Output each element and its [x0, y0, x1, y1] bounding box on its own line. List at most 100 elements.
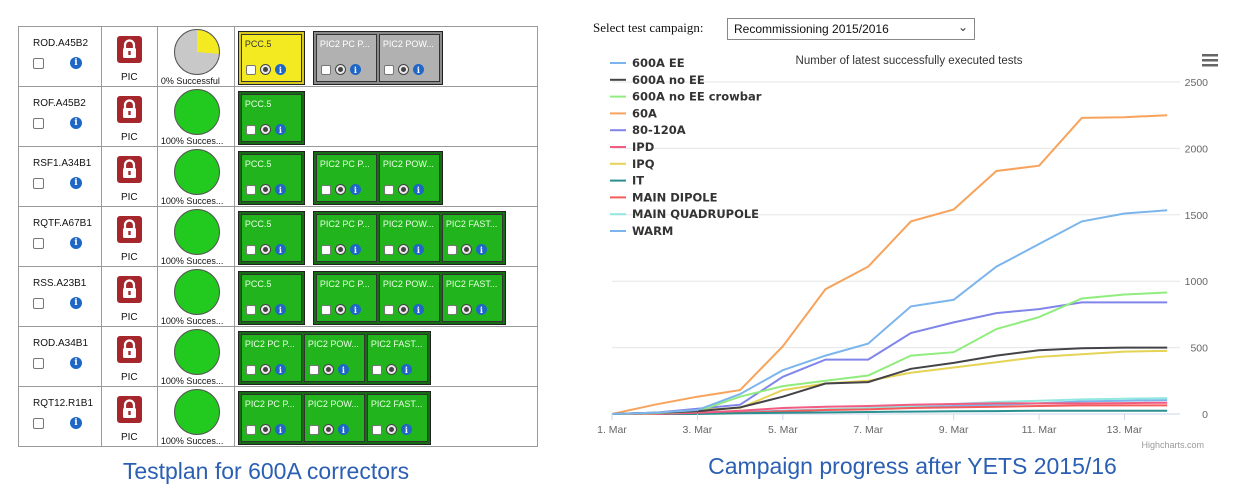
info-icon[interactable]: i: [400, 424, 412, 435]
info-icon[interactable]: i: [349, 304, 361, 315]
test-box[interactable]: PIC2 FAST... i: [366, 334, 428, 382]
info-icon[interactable]: i: [412, 304, 424, 315]
info-icon[interactable]: i: [274, 184, 286, 195]
circuit-checkbox[interactable]: [33, 417, 44, 429]
info-icon[interactable]: i: [70, 57, 82, 69]
test-checkbox[interactable]: [245, 244, 256, 255]
info-icon[interactable]: i: [274, 424, 286, 435]
test-box[interactable]: PIC2 FAST... i: [366, 394, 428, 442]
test-box[interactable]: PIC2 POW... i: [303, 334, 365, 382]
hamburger-menu-icon[interactable]: [1202, 54, 1218, 67]
info-icon[interactable]: i: [70, 117, 82, 129]
test-checkbox[interactable]: [320, 184, 331, 195]
info-icon[interactable]: i: [70, 357, 82, 369]
circuit-checkbox[interactable]: [33, 117, 44, 129]
test-box[interactable]: PCC.5 i: [240, 274, 302, 322]
lock-icon[interactable]: [116, 216, 142, 243]
legend-item[interactable]: MAIN DIPOLE: [610, 190, 718, 204]
test-box[interactable]: PIC2 PC P... i: [240, 394, 302, 442]
series-line-600a-no-ee-crowbar[interactable]: [611, 291, 1168, 415]
legend-item[interactable]: 80-120A: [610, 123, 686, 137]
test-box[interactable]: PIC2 PC P... i: [315, 154, 377, 202]
test-checkbox[interactable]: [308, 364, 319, 375]
test-box[interactable]: PIC2 POW... i: [303, 394, 365, 442]
circuit-checkbox[interactable]: [33, 237, 44, 249]
legend-item[interactable]: IPQ: [610, 157, 655, 171]
info-icon[interactable]: i: [70, 177, 82, 189]
legend-item[interactable]: 600A EE: [610, 56, 685, 70]
info-icon[interactable]: i: [70, 237, 82, 249]
info-icon[interactable]: i: [475, 244, 487, 255]
info-icon[interactable]: i: [274, 124, 286, 135]
gear-icon[interactable]: [322, 424, 334, 435]
legend-item[interactable]: 600A no EE crowbar: [610, 90, 762, 104]
gear-icon[interactable]: [397, 304, 409, 315]
info-icon[interactable]: i: [412, 64, 424, 75]
legend-item[interactable]: 600A no EE: [610, 73, 705, 87]
gear-icon[interactable]: [397, 184, 409, 195]
chart-credit[interactable]: Highcharts.com: [1141, 440, 1204, 450]
test-box[interactable]: PIC2 PC P... i: [240, 334, 302, 382]
test-box[interactable]: PIC2 POW... i: [378, 154, 440, 202]
gear-icon[interactable]: [334, 64, 346, 75]
info-icon[interactable]: i: [70, 417, 82, 429]
test-checkbox[interactable]: [245, 124, 256, 135]
test-box[interactable]: PIC2 PC P... i: [315, 34, 377, 82]
test-checkbox[interactable]: [383, 244, 394, 255]
info-icon[interactable]: i: [337, 364, 349, 375]
test-checkbox[interactable]: [308, 424, 319, 435]
info-icon[interactable]: i: [274, 64, 286, 75]
gear-icon[interactable]: [385, 364, 397, 375]
series-line-it[interactable]: [612, 409, 1168, 415]
gear-icon[interactable]: [259, 304, 271, 315]
gear-icon[interactable]: [259, 244, 271, 255]
info-icon[interactable]: i: [349, 244, 361, 255]
gear-icon[interactable]: [385, 424, 397, 435]
lock-icon[interactable]: [116, 276, 142, 303]
legend-item[interactable]: IT: [610, 174, 644, 188]
test-box[interactable]: PIC2 FAST... i: [441, 274, 503, 322]
test-checkbox[interactable]: [320, 304, 331, 315]
info-icon[interactable]: i: [400, 364, 412, 375]
gear-icon[interactable]: [259, 184, 271, 195]
info-icon[interactable]: i: [349, 64, 361, 75]
lock-icon[interactable]: [116, 336, 142, 363]
test-checkbox[interactable]: [245, 364, 256, 375]
lock-icon[interactable]: [116, 96, 142, 123]
test-checkbox[interactable]: [383, 184, 394, 195]
test-checkbox[interactable]: [245, 424, 256, 435]
gear-icon[interactable]: [334, 184, 346, 195]
test-box[interactable]: PCC.5 i: [240, 34, 302, 82]
test-box[interactable]: PIC2 PC P... i: [315, 214, 377, 262]
test-box[interactable]: PCC.5 i: [240, 154, 302, 202]
gear-icon[interactable]: [397, 64, 409, 75]
gear-icon[interactable]: [334, 304, 346, 315]
test-checkbox[interactable]: [383, 304, 394, 315]
test-box[interactable]: PIC2 POW... i: [378, 274, 440, 322]
info-icon[interactable]: i: [337, 424, 349, 435]
test-box[interactable]: PIC2 POW... i: [378, 214, 440, 262]
gear-icon[interactable]: [259, 64, 271, 75]
test-box[interactable]: PIC2 FAST... i: [441, 214, 503, 262]
legend-item[interactable]: MAIN QUADRUPOLE: [610, 207, 759, 221]
test-checkbox[interactable]: [320, 244, 331, 255]
test-checkbox[interactable]: [446, 244, 457, 255]
info-icon[interactable]: i: [475, 304, 487, 315]
gear-icon[interactable]: [460, 304, 472, 315]
test-box[interactable]: PCC.5 i: [240, 94, 302, 142]
lock-icon[interactable]: [116, 396, 142, 423]
gear-icon[interactable]: [259, 424, 271, 435]
test-checkbox[interactable]: [245, 184, 256, 195]
legend-item[interactable]: IPD: [610, 140, 654, 154]
info-icon[interactable]: i: [274, 304, 286, 315]
info-icon[interactable]: i: [274, 364, 286, 375]
legend-item[interactable]: 60A: [610, 106, 657, 120]
info-icon[interactable]: i: [70, 297, 82, 309]
series-line-600a-ee[interactable]: [611, 209, 1168, 415]
info-icon[interactable]: i: [412, 244, 424, 255]
gear-icon[interactable]: [460, 244, 472, 255]
series-line-ipd[interactable]: [612, 401, 1168, 415]
circuit-checkbox[interactable]: [33, 57, 44, 69]
lock-icon[interactable]: [116, 36, 142, 63]
circuit-checkbox[interactable]: [33, 297, 44, 309]
